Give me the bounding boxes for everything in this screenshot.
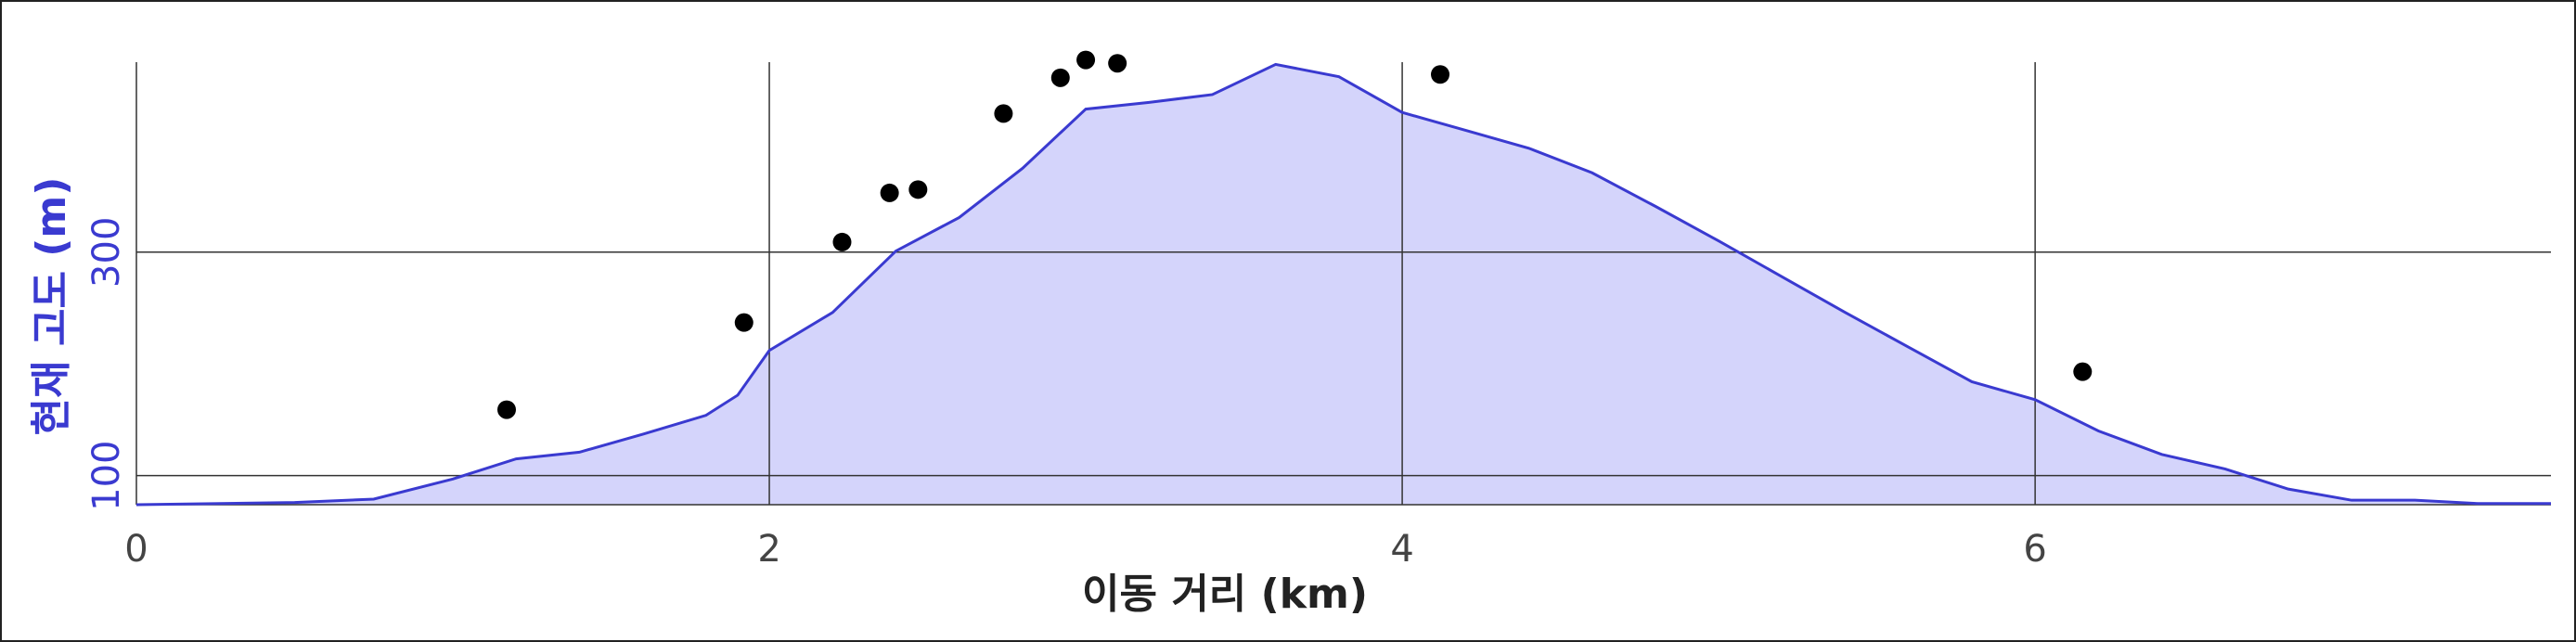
scatter-point (734, 313, 753, 332)
scatter-point (496, 400, 516, 419)
y-tick-label: 100 (85, 441, 128, 511)
y-tick-label: 300 (85, 217, 128, 288)
x-tick-label: 6 (2023, 528, 2046, 571)
area-fill (136, 64, 2551, 505)
scatter-point (908, 180, 928, 199)
scatter-point (1050, 68, 1070, 87)
scatter-point (1108, 54, 1127, 73)
scatter-point (1076, 50, 1096, 70)
scatter-point (880, 183, 899, 202)
scatter-point (1431, 65, 1450, 84)
scatter-point (832, 232, 852, 251)
scatter-point (994, 104, 1013, 123)
x-tick-label: 4 (1390, 528, 1413, 571)
area-line (135, 62, 2551, 507)
y-axis-label: 현재 고도 (m) (28, 177, 75, 436)
x-axis-label: 이동 거리 (km) (1082, 571, 1368, 618)
scatter-point (2073, 362, 2093, 381)
x-tick-label: 2 (757, 528, 780, 571)
x-tick-label: 0 (124, 528, 148, 571)
